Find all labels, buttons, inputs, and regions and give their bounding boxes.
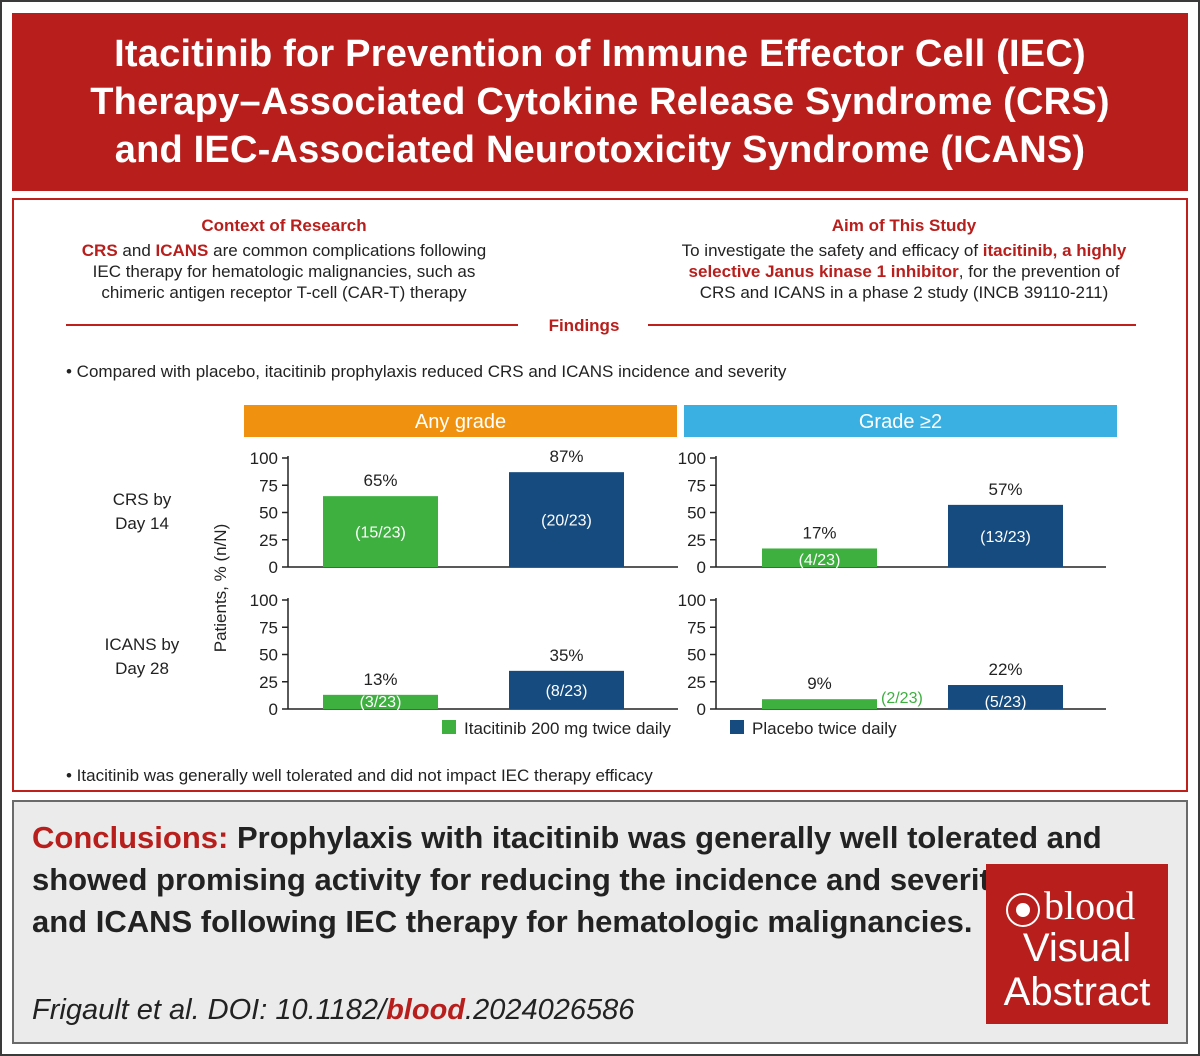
panel-2-tick-label-100: 100 [678,449,706,468]
title-banner: Itacitinib for Prevention of Immune Effe… [12,13,1188,191]
panel-3-bar-2-percent-label: 35% [549,646,583,665]
findings-rule-left [66,324,518,326]
column-header-1 [244,405,677,437]
row-label-2-line-1: ICANS by [105,635,180,654]
logo-line-visual: Visual [1022,926,1132,970]
panel-2-bar-2-count-label: (13/23) [980,529,1031,546]
panel-2-bar-2-percent-label: 57% [988,480,1022,499]
column-header-2 [684,405,1117,437]
blood-wordmark: blood [1006,882,1135,929]
context-text-2: IEC therapy for hematologic malignancies… [92,262,476,281]
aim-text-1a: To investigate the safety and efficacy o… [681,241,983,260]
logo-line-abstract: Abstract [1003,970,1151,1014]
panel-3-bar-1-percent-label: 13% [363,670,397,689]
findings-bullet-1: • Compared with placebo, itacitinib prop… [66,362,787,381]
panel-1-bar-1-percent-label: 65% [363,471,397,490]
citation: Frigault et al. DOI: 10.1182/blood.20240… [32,994,634,1027]
column-header-label-1: Any grade [415,411,506,433]
legend-label-placebo: Placebo twice daily [752,719,897,738]
panel-4-bar-2-percent-label: 22% [988,660,1022,679]
blood-wordmark-text: blood [1044,883,1136,928]
blood-visual-abstract-logo: blood Visual Abstract [986,864,1168,1024]
legend-swatch-itacitinib [442,720,456,734]
legend-swatch-placebo [730,720,744,734]
panel-3-tick-label-100: 100 [250,591,278,610]
panel-1-tick-label-25: 25 [259,531,278,550]
panel-1-bar-itacitinib [323,496,438,567]
panel-2-tick-label-50: 50 [687,504,706,523]
panel-3-bar-placebo [509,670,624,709]
panel-4-bar-placebo [948,685,1063,709]
panel-3-tick-label-0: 0 [269,700,278,719]
title-line-2: Therapy–Associated Cytokine Release Synd… [90,81,1110,123]
y-axis-label: Patients, % (n/N) [211,524,230,653]
panel-4-bar-1-count-label: (2/23) [881,690,923,707]
panel-3-bar-itacitinib [323,694,438,709]
panel-4-tick-label-50: 50 [687,646,706,665]
aim-text-3: CRS and ICANS in a phase 2 study (INCB 3… [699,283,1109,302]
panel-2-bar-placebo [948,504,1063,567]
aim-text-2b: , for the prevention of [958,262,1120,281]
panel-2-tick-label-0: 0 [697,558,706,577]
findings-bullet-2: • Itacitinib was generally well tolerate… [66,766,653,785]
conclusions-panel: Conclusions: Prophylaxis with itacitinib… [12,800,1188,1044]
aim-text: To investigate the safety and efficacy o… [644,240,1164,303]
panel-1-tick-label-75: 75 [259,476,278,495]
panel-2-bar-itacitinib [762,548,877,567]
row-label-2-line-2: Day 28 [115,659,169,678]
panel-4-bar-1-percent-label: 9% [807,674,832,693]
panel-2-tick-label-25: 25 [687,531,706,550]
citation-suffix: .2024026586 [465,994,635,1026]
panel-3-tick-label-75: 75 [259,618,278,637]
context-text-1: are common complications following [208,241,487,260]
context-heading: Context of Research [201,216,367,235]
conclusions-body: Prophylaxis with itacitinib was generall… [32,820,1119,939]
legend-label-itacitinib: Itacitinib 200 mg twice daily [464,719,671,738]
title-line-3: and IEC-Associated Neurotoxicity Syndrom… [114,129,1086,171]
aim-text-1b: itacitinib, a highly [982,241,1127,260]
panel-3-bar-2-count-label: (8/23) [546,683,588,700]
panel-2-tick-label-75: 75 [687,476,706,495]
conclusions-label: Conclusions: [32,820,229,855]
panel-4-tick-label-0: 0 [697,700,706,719]
panel-2-bar-1-percent-label: 17% [802,523,836,542]
column-header-label-2: Grade ≥2 [859,411,942,433]
context-text-3: chimeric antigen receptor T-cell (CAR-T)… [101,283,467,302]
aim-text-2a: selective Janus kinase 1 inhibitor [688,262,959,281]
findings-rule-right [648,324,1136,326]
row-label-1-line-1: CRS by [113,490,172,509]
panel-4-tick-label-100: 100 [678,591,706,610]
context-text: CRS and ICANS are common complications f… [34,240,534,303]
panel-4-bar-itacitinib [762,699,877,709]
panel-3-tick-label-50: 50 [259,646,278,665]
aim-heading: Aim of This Study [831,216,977,235]
panel-3-bar-1-count-label: (3/23) [360,694,402,711]
citation-prefix: Frigault et al. DOI: 10.1182/ [32,994,387,1026]
panel-4-tick-label-25: 25 [687,673,706,692]
findings-heading: Findings [548,316,620,335]
society-seal-icon [1006,892,1040,927]
panel-1-bar-placebo [509,472,624,567]
bar-chart: Any grade Grade ≥2 CRS by Day 14 ICANS by Day… [105,405,1117,738]
conclusions-text: Conclusions: Prophylaxis with itacitinib… [32,817,1132,943]
context-icans: ICANS [155,241,209,260]
main-panel: Context of Research CRS and ICANS are co… [12,198,1188,792]
panel-2-bar-1-count-label: (4/23) [799,552,841,569]
panel-4-bar-2-count-label: (5/23) [985,694,1027,711]
panel-1-bar-2-count-label: (20/23) [541,513,592,530]
title-line-1: Itacitinib for Prevention of Immune Effe… [114,33,1086,75]
citation-journal: blood [386,994,466,1026]
panel-1-tick-label-50: 50 [259,504,278,523]
context-and: and [117,241,156,260]
context-crs: CRS [81,241,118,260]
panel-1-tick-label-0: 0 [269,558,278,577]
panel-4-tick-label-75: 75 [687,618,706,637]
row-label-1-line-2: Day 14 [115,514,169,533]
panel-1-bar-1-count-label: (15/23) [355,525,406,542]
panel-1-tick-label-100: 100 [250,449,278,468]
panel-1-bar-2-percent-label: 87% [549,447,583,466]
panel-3-tick-label-25: 25 [259,673,278,692]
